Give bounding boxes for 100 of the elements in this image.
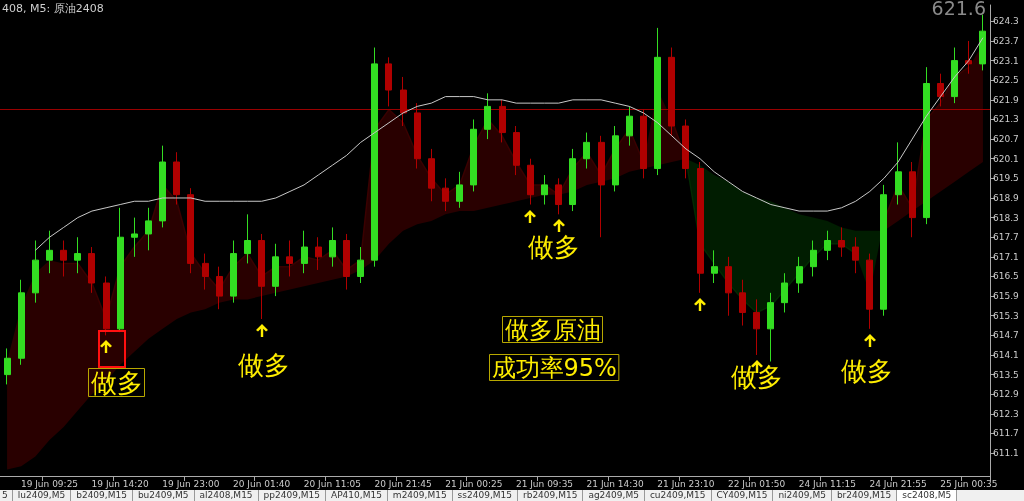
- x-tick-label: 19 Jun 09:25: [20, 478, 79, 489]
- x-tick-label: 19 Jun 23:00: [162, 478, 220, 489]
- y-tick-label: 617.1: [993, 251, 1019, 262]
- y-tick-label: 612.3: [993, 408, 1019, 419]
- annotation: 做多: [528, 232, 580, 262]
- candlestick: [4, 347, 11, 385]
- x-tick-label: 25 Jun 00:35: [940, 478, 998, 489]
- text: cu2409,M15: [644, 490, 712, 501]
- candlestick: [329, 226, 336, 268]
- y-tick-label: 611.7: [993, 428, 1019, 439]
- candlestick: [951, 47, 958, 104]
- annotation: 成功率95%: [491, 353, 617, 382]
- x-tick-label: 21 Jun 00:25: [445, 478, 503, 489]
- candlestick: [103, 275, 110, 336]
- annotation: 做多原油: [504, 315, 601, 344]
- candlestick: [937, 73, 944, 107]
- text: 5: [0, 490, 13, 501]
- candlestick: [895, 141, 902, 206]
- text: ni2409,M5: [773, 490, 832, 501]
- y-tick-label: 621.9: [993, 94, 1020, 105]
- candlestick: [74, 236, 81, 274]
- y-tick-label: 624.3: [993, 16, 1019, 27]
- text: br2409,M15: [831, 490, 898, 501]
- candlestick: [442, 177, 449, 212]
- text: bu2409,M5: [132, 490, 195, 501]
- candlestick: [711, 249, 718, 284]
- candlestick: [569, 148, 576, 212]
- candlestick: [541, 174, 548, 206]
- y-tick-label: 618.3: [993, 212, 1019, 223]
- candlestick: [202, 253, 209, 291]
- candlestick: [371, 47, 378, 268]
- candlestick: [46, 230, 53, 274]
- y-tick-label: 617.7: [993, 232, 1019, 243]
- candlestick: [272, 243, 279, 297]
- candlestick: [781, 272, 788, 313]
- text: sc2408,M5: [897, 490, 958, 501]
- y-tick-label: 614.7: [993, 330, 1019, 341]
- x-tick-label: 21 Jun 23:10: [657, 478, 715, 489]
- candlestick: [88, 246, 95, 294]
- text: ag2409,M5: [583, 490, 645, 501]
- y-tick-label: 615.9: [993, 291, 1020, 302]
- candlestick: [187, 187, 194, 274]
- y-tick-label: 614.1: [993, 349, 1019, 360]
- y-tick-label: 613.5: [993, 369, 1019, 380]
- annotation: 621.6: [931, 0, 987, 19]
- candlestick: [725, 256, 732, 317]
- candlestick: [810, 240, 817, 277]
- candlestick: [32, 240, 39, 304]
- candlestick: [244, 213, 251, 264]
- y-tick-label: 616.5: [993, 271, 1019, 282]
- x-tick-label: 22 Jun 01:50: [728, 478, 786, 489]
- candlestick: [131, 217, 138, 258]
- y-tick-label: 623.7: [993, 35, 1019, 46]
- candlestick: [555, 177, 562, 215]
- candlestick: [484, 92, 491, 140]
- y-tick-label: 621.3: [993, 114, 1019, 125]
- candlestick: [513, 125, 520, 176]
- candlestick: [697, 161, 704, 294]
- candlestick: [357, 246, 364, 284]
- candlestick: [796, 256, 803, 294]
- candlestick: [456, 171, 463, 209]
- candlestick: [286, 240, 293, 277]
- candlestick: [527, 158, 534, 206]
- y-tick-label: 618.9: [993, 192, 1020, 203]
- text: lu2409,M5: [12, 490, 72, 501]
- text: m2409,M15: [387, 490, 453, 501]
- candlestick: [173, 151, 180, 206]
- x-tick-label: 20 Jun 11:05: [303, 478, 361, 489]
- candlestick: [767, 292, 774, 363]
- candlestick: [923, 66, 930, 225]
- candlestick: [60, 240, 67, 277]
- candlestick: [145, 207, 152, 251]
- annotation: 做多: [731, 362, 783, 392]
- candlestick: [626, 105, 633, 147]
- candlestick: [414, 102, 421, 170]
- x-tick-label: 21 Jun 14:30: [586, 478, 645, 489]
- text: ss2409,M15: [452, 490, 518, 501]
- text: b2409,M15: [71, 490, 133, 501]
- candlestick: [598, 135, 605, 238]
- candlestick: [979, 14, 986, 71]
- candlestick: [852, 236, 859, 274]
- text: al2408,M15: [194, 490, 259, 501]
- candlestick: [583, 132, 590, 170]
- candlestick: [668, 47, 675, 137]
- y-tick-label: 620.7: [993, 134, 1019, 145]
- annotation: 408, M5: 原油2408: [2, 2, 104, 15]
- x-tick-label: 20 Jun 01:40: [233, 478, 291, 489]
- y-tick-label: 612.9: [993, 389, 1020, 400]
- candlestick: [301, 230, 308, 274]
- candlestick: [159, 145, 166, 228]
- text: CY409,M15: [711, 490, 774, 501]
- x-tick-label: 24 Jun 11:15: [798, 478, 856, 489]
- candlestick: [230, 240, 237, 304]
- candlestick: [866, 253, 873, 330]
- candlestick: [909, 161, 916, 238]
- candlestick: [470, 118, 477, 192]
- y-tick-label: 619.5: [993, 173, 1019, 184]
- annotation: 做多: [238, 350, 290, 380]
- y-tick-label: 622.5: [993, 75, 1019, 86]
- x-tick-label: 21 Jun 09:35: [515, 478, 574, 489]
